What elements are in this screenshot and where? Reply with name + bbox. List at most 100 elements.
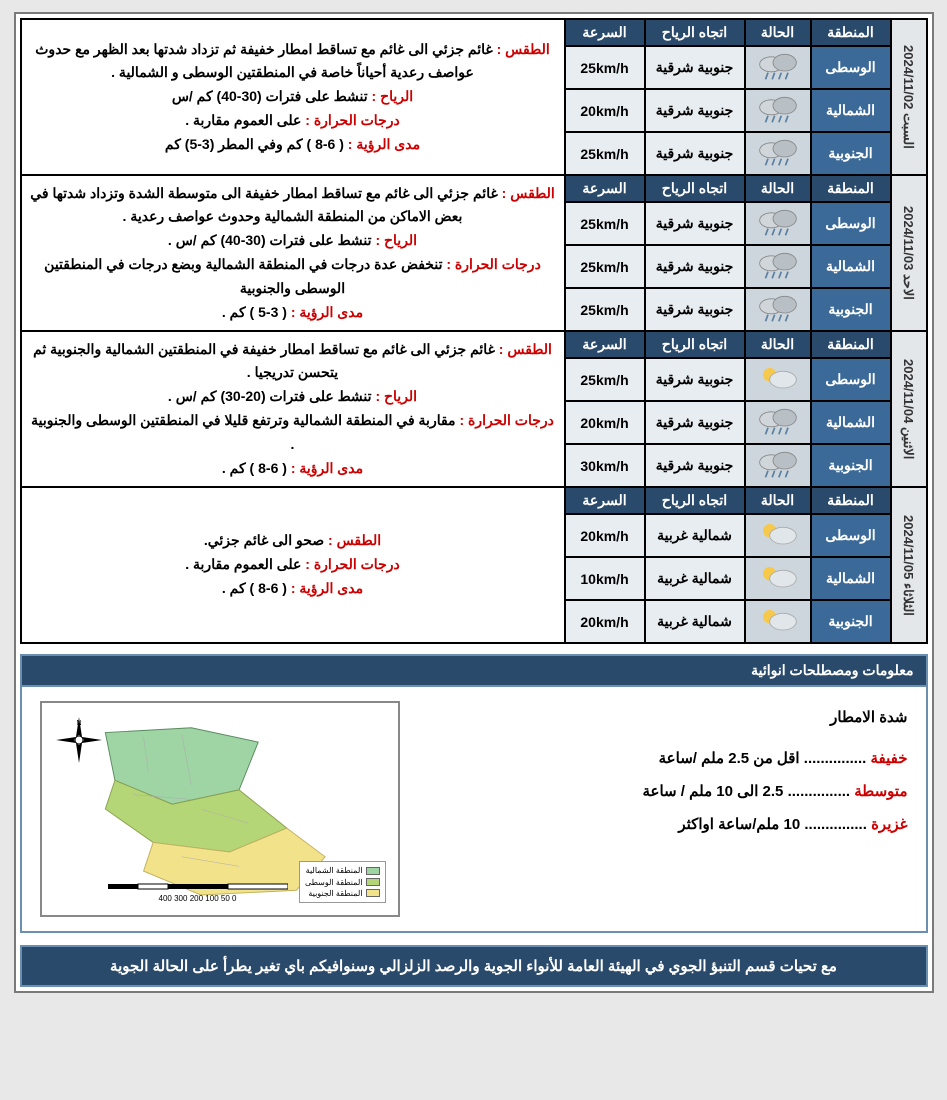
wind-speed-cell: 10km/h bbox=[565, 557, 645, 600]
hdr-wind: اتجاه الرياح bbox=[645, 175, 745, 202]
weather-icon-cell bbox=[745, 132, 811, 175]
hdr-condition: الحالة bbox=[745, 487, 811, 514]
compass-icon: N bbox=[54, 715, 104, 765]
region-cell: الشمالية bbox=[811, 401, 891, 444]
wind-dir-cell: جنوبية شرقية bbox=[645, 245, 745, 288]
wind-speed-cell: 30km/h bbox=[565, 444, 645, 487]
wind-dir-cell: جنوبية شرقية bbox=[645, 288, 745, 331]
weather-icon-cell bbox=[745, 600, 811, 643]
wind-dir-cell: شمالية غربية bbox=[645, 557, 745, 600]
wind-speed-cell: 25km/h bbox=[565, 358, 645, 401]
weather-icon-cell bbox=[745, 514, 811, 557]
date-cell: الثلاثاء 2024/11/05 bbox=[891, 487, 927, 643]
wind-speed-cell: 25km/h bbox=[565, 245, 645, 288]
region-cell: الجنوبية bbox=[811, 288, 891, 331]
region-cell: الجنوبية bbox=[811, 132, 891, 175]
hdr-region: المنطقة bbox=[811, 19, 891, 46]
date-cell: السبت 2024/11/02 bbox=[891, 19, 927, 175]
wind-dir-cell: جنوبية شرقية bbox=[645, 358, 745, 401]
partly-cloudy-icon bbox=[753, 562, 803, 592]
map-legend: المنطقة الشمالية المنطقة الوسطى المنطقة … bbox=[299, 861, 386, 903]
hdr-speed: السرعة bbox=[565, 175, 645, 202]
cloud-rain-icon bbox=[753, 406, 803, 436]
cloud-rain-icon bbox=[753, 51, 803, 81]
hdr-speed: السرعة bbox=[565, 19, 645, 46]
cloud-rain-icon bbox=[753, 449, 803, 479]
region-cell: الشمالية bbox=[811, 245, 891, 288]
rain-intensity-text: شدة الامطار خفيفة ............... اقل من… bbox=[420, 701, 908, 841]
wind-speed-cell: 20km/h bbox=[565, 401, 645, 444]
partly-cloudy-icon bbox=[753, 519, 803, 549]
map-container: N المنطقة الشمالية المنطقة الوسطى المنطق… bbox=[40, 701, 400, 917]
wind-dir-cell: جنوبية شرقية bbox=[645, 202, 745, 245]
hdr-speed: السرعة bbox=[565, 331, 645, 358]
hdr-region: المنطقة bbox=[811, 487, 891, 514]
region-cell: الوسطى bbox=[811, 202, 891, 245]
weather-icon-cell bbox=[745, 288, 811, 331]
hdr-speed: السرعة bbox=[565, 487, 645, 514]
hdr-condition: الحالة bbox=[745, 331, 811, 358]
wind-speed-cell: 25km/h bbox=[565, 132, 645, 175]
weather-icon-cell bbox=[745, 46, 811, 89]
region-cell: الوسطى bbox=[811, 358, 891, 401]
wind-dir-cell: جنوبية شرقية bbox=[645, 132, 745, 175]
rain-heavy: غزيرة ............... 10 ملم/ساعة اواكثر bbox=[420, 808, 908, 841]
weather-icon-cell bbox=[745, 401, 811, 444]
region-cell: الجنوبية bbox=[811, 600, 891, 643]
hdr-region: المنطقة bbox=[811, 175, 891, 202]
hdr-condition: الحالة bbox=[745, 19, 811, 46]
wind-dir-cell: شمالية غربية bbox=[645, 514, 745, 557]
wind-dir-cell: شمالية غربية bbox=[645, 600, 745, 643]
wind-dir-cell: جنوبية شرقية bbox=[645, 89, 745, 132]
wind-speed-cell: 20km/h bbox=[565, 89, 645, 132]
wind-dir-cell: جنوبية شرقية bbox=[645, 401, 745, 444]
hdr-condition: الحالة bbox=[745, 175, 811, 202]
wind-speed-cell: 25km/h bbox=[565, 202, 645, 245]
hdr-region: المنطقة bbox=[811, 331, 891, 358]
wind-speed-cell: 25km/h bbox=[565, 46, 645, 89]
forecast-description: الطقس : غائم جزئي الى غائم مع تساقط امطا… bbox=[21, 331, 565, 487]
forecast-description: الطقس : صحو الى غائم جزئي.درجات الحرارة … bbox=[21, 487, 565, 643]
rain-title: شدة الامطار bbox=[420, 701, 908, 734]
region-cell: الوسطى bbox=[811, 514, 891, 557]
region-cell: الوسطى bbox=[811, 46, 891, 89]
rain-moderate: متوسطة ............... 2.5 الى 10 ملم / … bbox=[420, 775, 908, 808]
iraq-map: N المنطقة الشمالية المنطقة الوسطى المنطق… bbox=[48, 709, 392, 909]
weather-icon-cell bbox=[745, 89, 811, 132]
wind-speed-cell: 20km/h bbox=[565, 514, 645, 557]
partly-cloudy-icon bbox=[753, 605, 803, 635]
region-cell: الشمالية bbox=[811, 89, 891, 132]
hdr-wind: اتجاه الرياح bbox=[645, 487, 745, 514]
forecast-table: السبت 2024/11/02المنطقةالحالةاتجاه الريا… bbox=[20, 18, 928, 644]
svg-text:N: N bbox=[76, 720, 81, 727]
wind-speed-cell: 20km/h bbox=[565, 600, 645, 643]
cloud-rain-icon bbox=[753, 207, 803, 237]
wind-dir-cell: جنوبية شرقية bbox=[645, 444, 745, 487]
hdr-wind: اتجاه الرياح bbox=[645, 331, 745, 358]
weather-icon-cell bbox=[745, 245, 811, 288]
region-cell: الجنوبية bbox=[811, 444, 891, 487]
cloud-rain-icon bbox=[753, 94, 803, 124]
map-scalebar: 0 50 100 200 300 400 bbox=[108, 882, 288, 903]
rain-light: خفيفة ............... اقل من 2.5 ملم /سا… bbox=[420, 742, 908, 775]
info-panel: شدة الامطار خفيفة ............... اقل من… bbox=[20, 687, 928, 933]
cloud-rain-icon bbox=[753, 137, 803, 167]
date-cell: الاحد 2024/11/03 bbox=[891, 175, 927, 331]
weather-icon-cell bbox=[745, 202, 811, 245]
weather-icon-cell bbox=[745, 358, 811, 401]
region-cell: الشمالية bbox=[811, 557, 891, 600]
forecast-description: الطقس : غائم جزئي الى غائم مع تساقط امطا… bbox=[21, 175, 565, 331]
footer-bar: مع تحيات قسم التنبؤ الجوي في الهيئة العا… bbox=[20, 945, 928, 987]
info-section-header: معلومات ومصطلحات انوائية bbox=[20, 654, 928, 687]
date-cell: الاثنين 2024/11/04 bbox=[891, 331, 927, 487]
cloud-rain-icon bbox=[753, 293, 803, 323]
wind-speed-cell: 25km/h bbox=[565, 288, 645, 331]
document-page: السبت 2024/11/02المنطقةالحالةاتجاه الريا… bbox=[14, 12, 934, 993]
wind-dir-cell: جنوبية شرقية bbox=[645, 46, 745, 89]
forecast-description: الطقس : غائم جزئي الى غائم مع تساقط امطا… bbox=[21, 19, 565, 175]
partly-cloudy-icon bbox=[753, 363, 803, 393]
weather-icon-cell bbox=[745, 557, 811, 600]
hdr-wind: اتجاه الرياح bbox=[645, 19, 745, 46]
weather-icon-cell bbox=[745, 444, 811, 487]
cloud-rain-icon bbox=[753, 250, 803, 280]
